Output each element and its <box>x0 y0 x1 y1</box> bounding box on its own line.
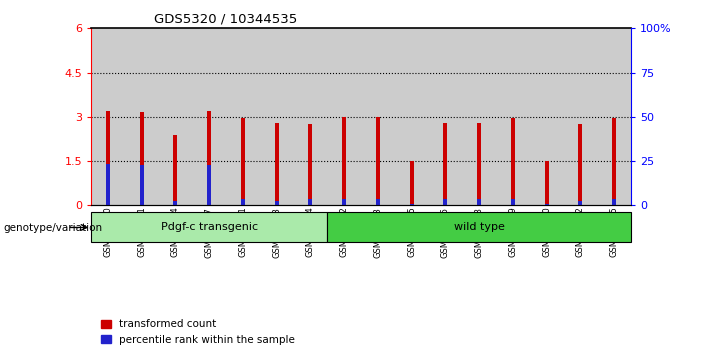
Bar <box>91 28 125 205</box>
Bar <box>578 124 583 205</box>
Bar <box>511 118 515 205</box>
Bar <box>496 28 530 205</box>
Text: Pdgf-c transgenic: Pdgf-c transgenic <box>161 222 258 233</box>
Bar <box>241 118 245 205</box>
Bar <box>428 28 462 205</box>
Bar <box>275 201 279 205</box>
Bar <box>260 28 294 205</box>
Bar <box>545 161 549 205</box>
Bar <box>241 199 245 205</box>
Bar <box>511 199 515 205</box>
Text: genotype/variation: genotype/variation <box>4 223 102 233</box>
Bar <box>530 28 564 205</box>
Bar <box>275 123 279 205</box>
Bar <box>564 28 597 205</box>
Bar <box>308 124 313 205</box>
Bar <box>207 111 211 205</box>
Bar <box>612 118 616 205</box>
Bar <box>443 199 447 205</box>
Bar <box>139 166 144 205</box>
Bar <box>207 166 211 205</box>
Bar <box>106 111 110 205</box>
Bar <box>327 212 631 242</box>
Bar <box>477 123 481 205</box>
Bar <box>158 28 192 205</box>
Bar <box>545 204 549 205</box>
Bar <box>597 28 631 205</box>
Bar <box>139 113 144 205</box>
Bar <box>327 28 361 205</box>
Bar <box>409 204 414 205</box>
Bar <box>409 161 414 205</box>
Bar <box>462 28 496 205</box>
Bar <box>612 199 616 205</box>
Bar <box>173 135 177 205</box>
Legend: transformed count, percentile rank within the sample: transformed count, percentile rank withi… <box>96 315 299 349</box>
Bar <box>361 28 395 205</box>
Text: wild type: wild type <box>454 222 505 233</box>
Bar <box>395 28 428 205</box>
Bar <box>192 28 226 205</box>
Bar <box>342 199 346 205</box>
Bar <box>308 199 313 205</box>
Bar <box>578 201 583 205</box>
Bar <box>91 212 327 242</box>
Bar <box>226 28 260 205</box>
Bar <box>125 28 158 205</box>
Bar <box>477 199 481 205</box>
Bar <box>376 117 380 205</box>
Text: GDS5320 / 10344535: GDS5320 / 10344535 <box>154 12 297 25</box>
Bar <box>173 201 177 205</box>
Bar <box>443 123 447 205</box>
Bar <box>294 28 327 205</box>
Bar <box>376 199 380 205</box>
Bar <box>106 164 110 205</box>
Bar <box>342 117 346 205</box>
